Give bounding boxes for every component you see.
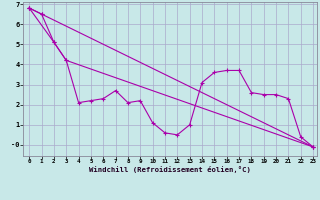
X-axis label: Windchill (Refroidissement éolien,°C): Windchill (Refroidissement éolien,°C) — [89, 166, 251, 173]
